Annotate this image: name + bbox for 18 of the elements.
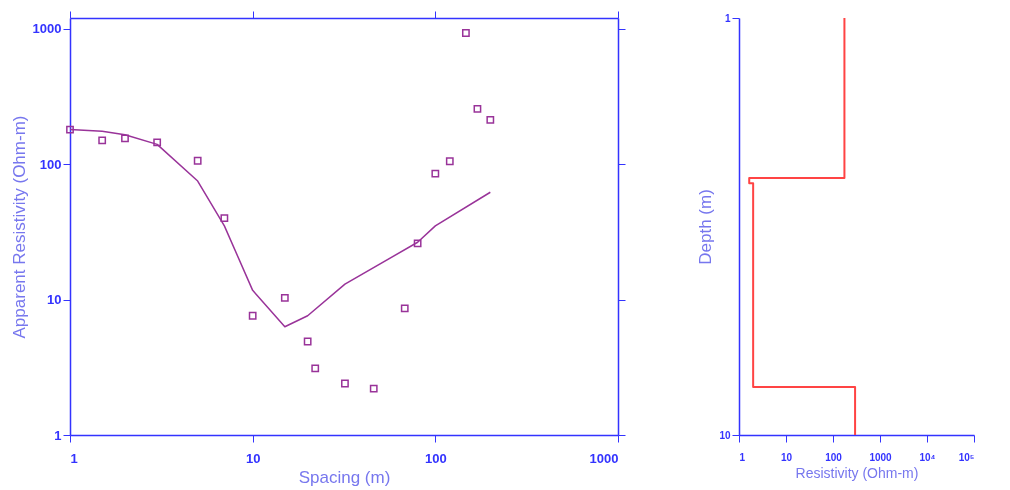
x-tick-label: 100 bbox=[424, 450, 447, 466]
x-tick-label: 1000 bbox=[589, 450, 619, 466]
x-tick-label: 1000 bbox=[869, 451, 893, 463]
x-tick-label: 10 bbox=[245, 450, 261, 466]
x-axis-title: Spacing (m) bbox=[298, 467, 391, 487]
x-tick-label: 10⁴ bbox=[919, 451, 936, 463]
y-tick-label: 1000 bbox=[32, 21, 62, 37]
x-tick-label: 10⁵ bbox=[958, 451, 975, 463]
y-tick-label: 10 bbox=[47, 292, 62, 308]
x-tick-label: 10 bbox=[780, 451, 793, 463]
y-tick-label: 1 bbox=[54, 427, 62, 443]
x-tick-label: 1 bbox=[739, 451, 746, 463]
y-tick-label: 100 bbox=[39, 156, 62, 172]
y-axis-title: Apparent Resistivity (Ohm-m) bbox=[9, 115, 29, 339]
x-tick-label: 1 bbox=[70, 450, 78, 466]
y-axis-title: Depth (m) bbox=[696, 189, 716, 265]
x-axis-title: Resistivity (Ohm-m) bbox=[795, 464, 919, 481]
x-tick-label: 100 bbox=[825, 451, 843, 463]
